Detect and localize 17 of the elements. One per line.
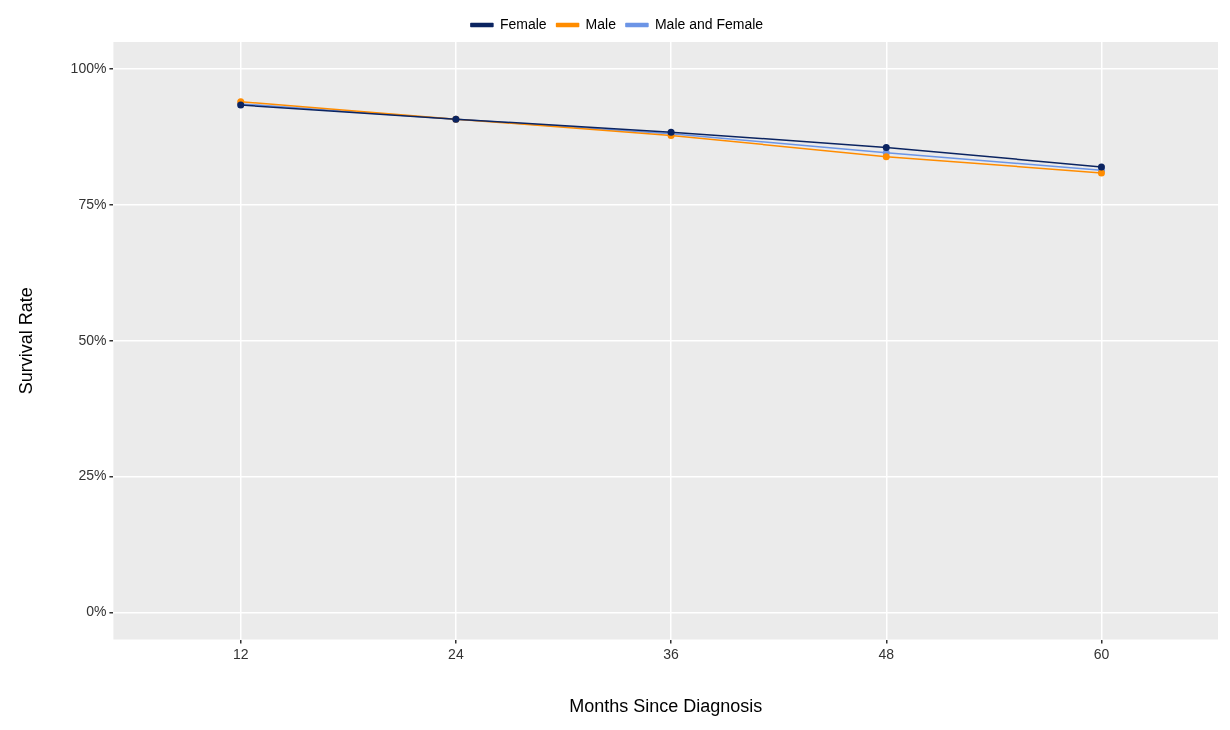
legend-label: Male — [585, 15, 617, 32]
y-tick-label: 100% — [70, 60, 107, 77]
point — [882, 143, 890, 151]
x-tick-label: 48 — [878, 645, 895, 662]
y-tick-label: 0% — [86, 603, 107, 620]
legend-label: Male and Female — [654, 15, 764, 32]
point — [882, 153, 890, 161]
y-tick-label: 50% — [78, 331, 107, 348]
x-tick-label: 24 — [448, 645, 464, 662]
x-tick-label: 60 — [1093, 645, 1110, 662]
legend-label: Female — [499, 15, 547, 32]
x-axis-title: Months Since Diagnosis — [569, 696, 763, 717]
x-tick-label: 12 — [232, 645, 249, 662]
y-tick-label: 25% — [78, 467, 107, 484]
x-tick-label: 36 — [663, 645, 680, 662]
y-tick-label: 75% — [78, 195, 107, 212]
y-axis-title: Survival Rate — [15, 287, 36, 395]
